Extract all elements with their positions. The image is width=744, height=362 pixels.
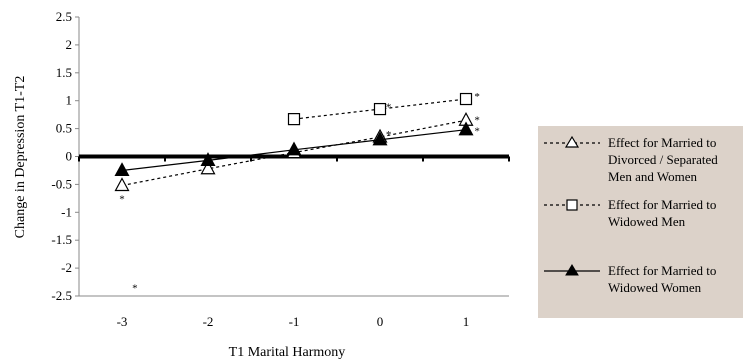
legend-label-divorced: Effect for Married to Divorced / Separat… <box>608 135 718 184</box>
data-point <box>458 121 474 136</box>
data-point <box>200 152 216 167</box>
x-axis-title: T1 Marital Harmony <box>229 345 346 360</box>
x-tick-label: 0 <box>377 314 384 329</box>
y-axis-title: Change in Depression T1-T2 <box>13 76 28 239</box>
y-tick-label: -1.5 <box>51 232 72 247</box>
data-point <box>286 141 302 156</box>
data-point <box>287 113 301 126</box>
legend-label-widowed-men: Effect for Married to Widowed Men <box>608 197 717 229</box>
y-tick-label: 0.5 <box>56 121 72 136</box>
data-point <box>114 177 130 192</box>
data-point <box>114 162 130 177</box>
legend-swatch-divorced <box>544 135 600 148</box>
significance-marker: * <box>386 129 392 141</box>
series-1 <box>287 92 473 126</box>
series-2 <box>114 121 474 177</box>
x-tick-label: -1 <box>289 314 300 329</box>
y-tick-label: 1 <box>66 93 73 108</box>
data-point <box>373 102 387 116</box>
y-tick-label: 0 <box>66 149 73 164</box>
legend-swatch-widowed-women <box>544 264 600 276</box>
series-layer <box>114 92 474 192</box>
annotations: ******* <box>119 91 480 294</box>
y-tick-label: 2 <box>66 37 73 52</box>
significance-marker: * <box>386 101 392 113</box>
data-point <box>459 92 473 106</box>
y-tick-label: -0.5 <box>51 176 72 191</box>
significance-marker: * <box>119 193 125 205</box>
x-tick-label: -3 <box>117 314 128 329</box>
y-tick-label: -1 <box>61 204 72 219</box>
legend-swatch-widowed-men <box>544 199 600 211</box>
data-point <box>372 131 388 146</box>
data-point <box>200 160 216 175</box>
x-tick-label: 1 <box>463 314 470 329</box>
y-tick-label: 2.5 <box>56 9 72 24</box>
x-tick-label: -2 <box>203 314 214 329</box>
significance-marker: * <box>132 283 138 295</box>
significance-marker: * <box>474 125 480 137</box>
significance-marker: * <box>474 115 480 127</box>
legend: Effect for Married to Divorced / Separat… <box>538 126 743 318</box>
y-tick-label: -2.5 <box>51 288 72 303</box>
significance-marker: * <box>474 91 480 103</box>
y-tick-label: -2 <box>61 260 72 275</box>
y-tick-label: 1.5 <box>56 65 72 80</box>
legend-label-widowed-women: Effect for Married to Widowed Women <box>608 263 717 295</box>
